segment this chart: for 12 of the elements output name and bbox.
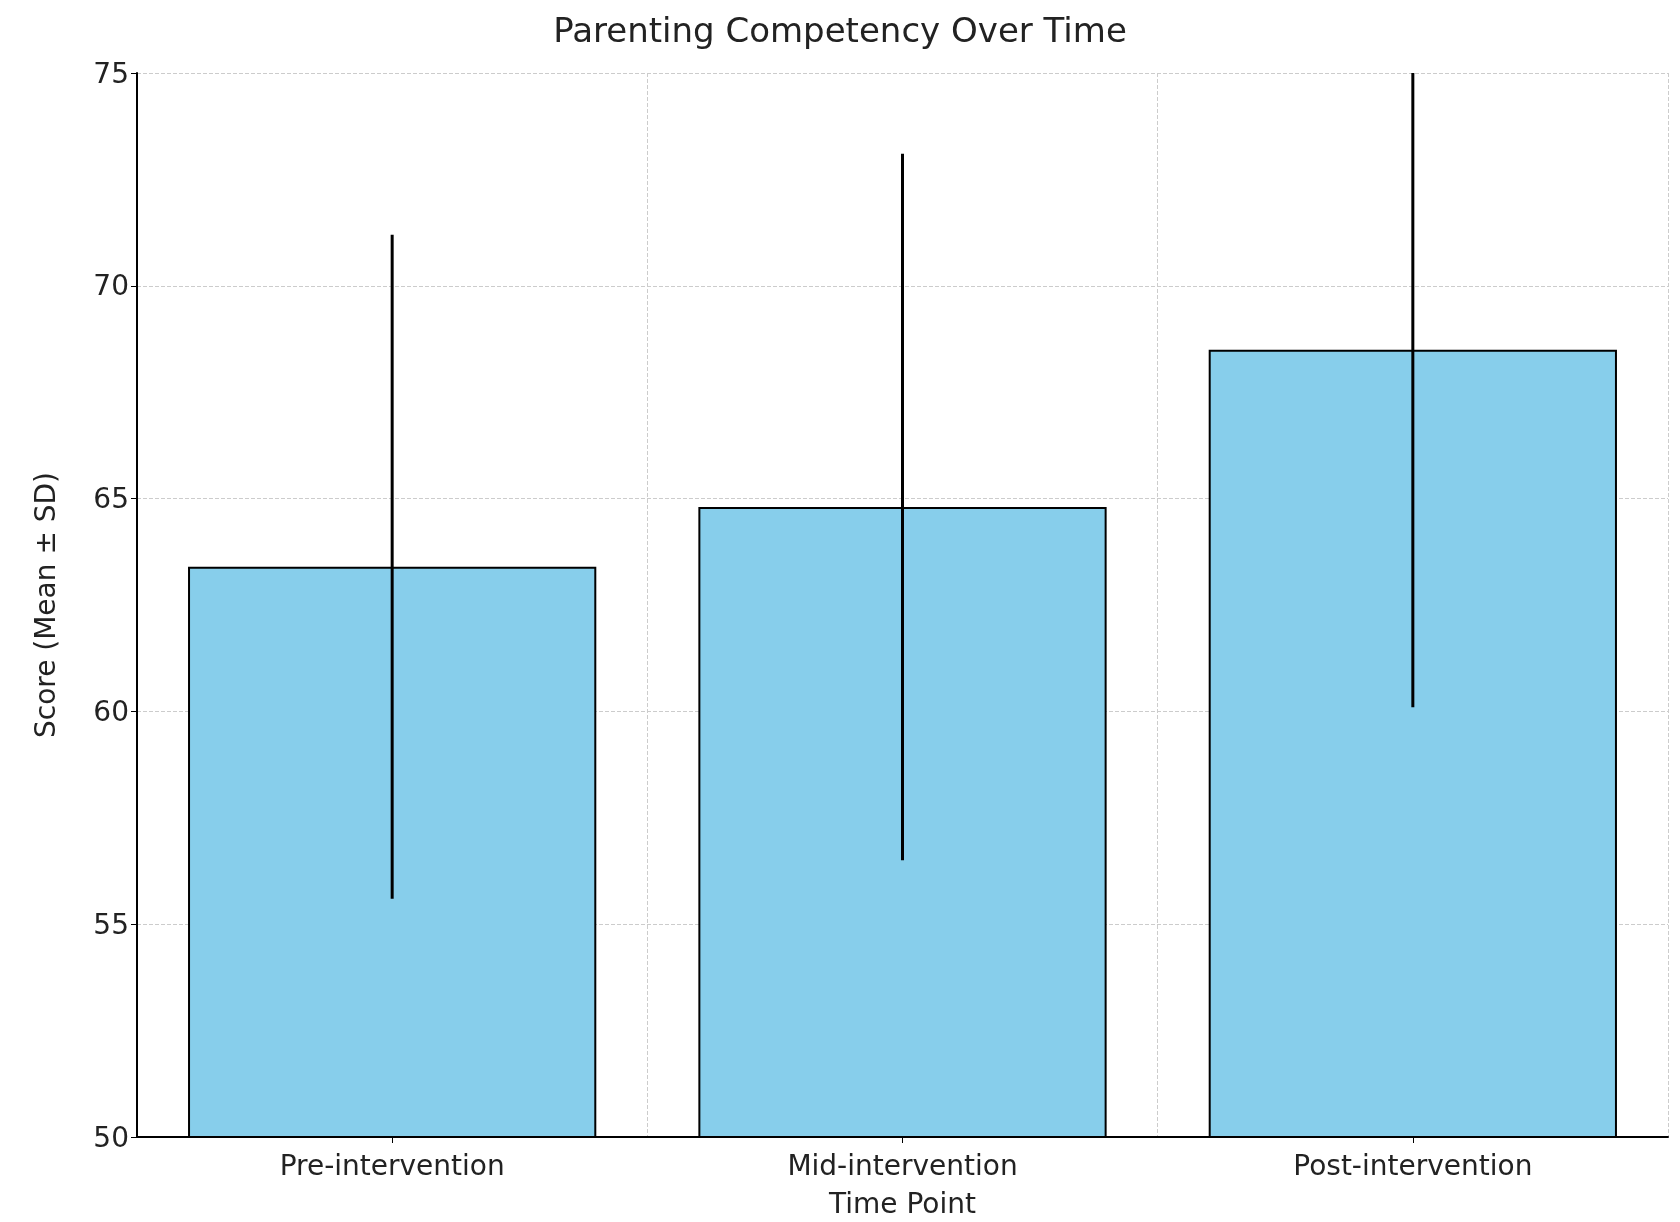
x-tick-label: Post-intervention [1293,1148,1533,1182]
x-tick-label: Mid-intervention [787,1148,1018,1182]
y-axis-title: Score (Mean ± SD) [28,471,62,739]
y-tick-label: 55 [93,907,129,941]
y-tick-label: 50 [93,1120,129,1154]
y-tick-label: 65 [93,482,129,516]
y-tick-label: 70 [93,269,129,303]
x-axis-title: Time Point [828,1186,976,1220]
y-tick-label: 60 [93,694,129,728]
chart-title: Parenting Competency Over Time [553,10,1127,50]
y-tick-label: 75 [93,56,129,90]
x-tick-label: Pre-intervention [279,1148,505,1182]
